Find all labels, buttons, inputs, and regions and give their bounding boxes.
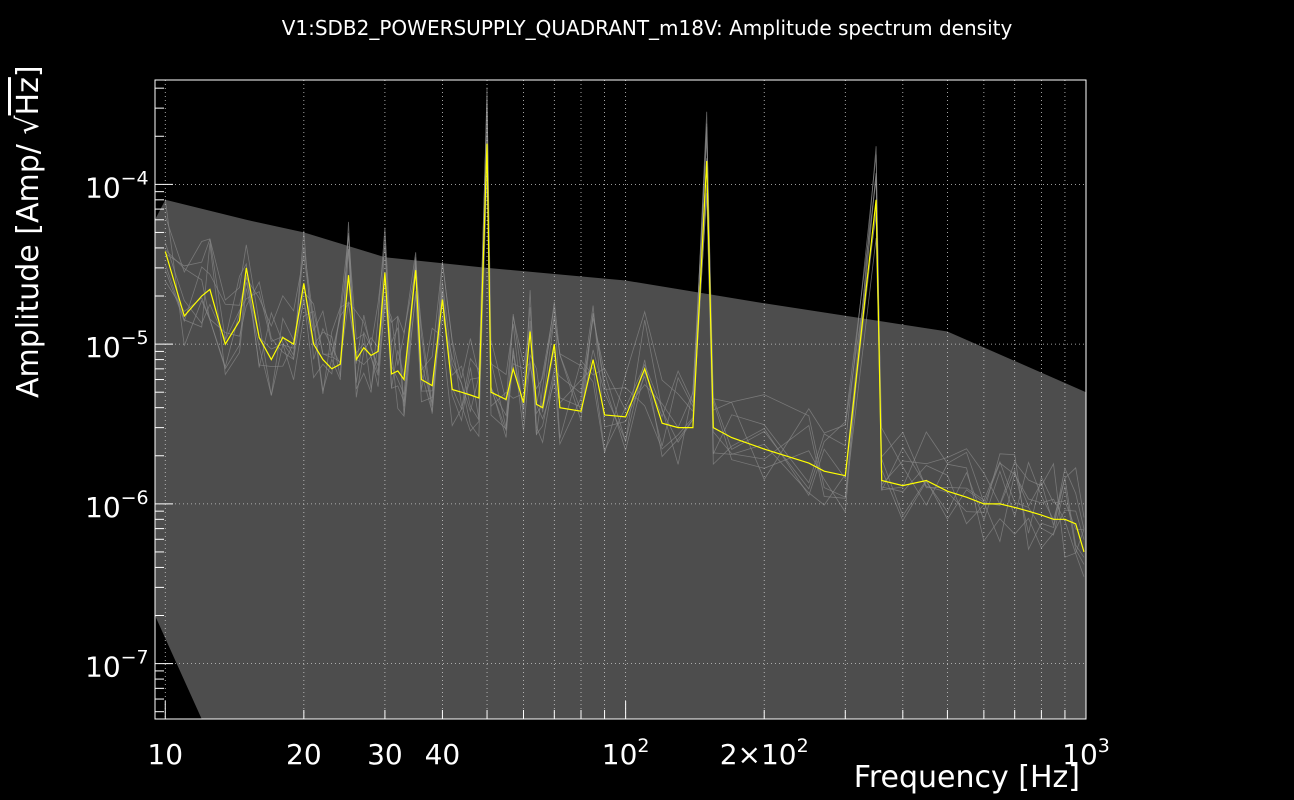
x-tick-label: 103	[1062, 735, 1110, 771]
x-axis-label: Frequency [Hz]	[854, 760, 1080, 795]
x-tick-label: 40	[425, 738, 461, 771]
current-trace	[164, 143, 1085, 553]
sqrt-glyph: √	[11, 115, 46, 135]
x-tick-label: 2×102	[720, 735, 809, 771]
y-tick-label: 10−5	[85, 327, 149, 364]
grid	[155, 80, 1087, 719]
x-tick-label: 30	[367, 738, 403, 771]
current-series-line	[164, 143, 1085, 553]
x-tick-label: 20	[286, 738, 322, 771]
history-trace	[165, 111, 1085, 549]
band-area	[155, 199, 1086, 720]
y-axis-label: Amplitude [Amp/ √Hz]	[11, 65, 46, 398]
history-trace	[165, 96, 1085, 577]
x-tick-label: 10	[147, 738, 183, 771]
y-tick-label: 10−6	[85, 487, 149, 524]
spectrum-band	[155, 199, 1086, 720]
x-tick-label: 102	[602, 735, 650, 771]
chart-title: V1:SDB2_POWERSUPPLY_QUADRANT_m18V: Ampli…	[282, 16, 1013, 40]
y-axis-label-root: Hz	[11, 77, 46, 115]
axis-ticks	[155, 87, 1087, 719]
y-axis-label-prefix: Amplitude [Amp/	[11, 135, 46, 398]
y-tick-labels: 10−4 10−5 10−6 10−7	[85, 167, 149, 683]
plot-frame	[154, 79, 1087, 720]
y-tick-label: 10−4	[85, 167, 149, 204]
history-trace	[164, 126, 1085, 551]
history-trace	[164, 158, 1085, 534]
svg-text:Amplitude [Amp/ √Hz]: Amplitude [Amp/ √Hz]	[11, 65, 46, 398]
x-tick-labels: 10 20 30 40 102 2×102 103	[147, 735, 1109, 771]
y-axis-label-suffix: ]	[11, 65, 46, 77]
y-tick-label: 10−7	[85, 647, 149, 684]
